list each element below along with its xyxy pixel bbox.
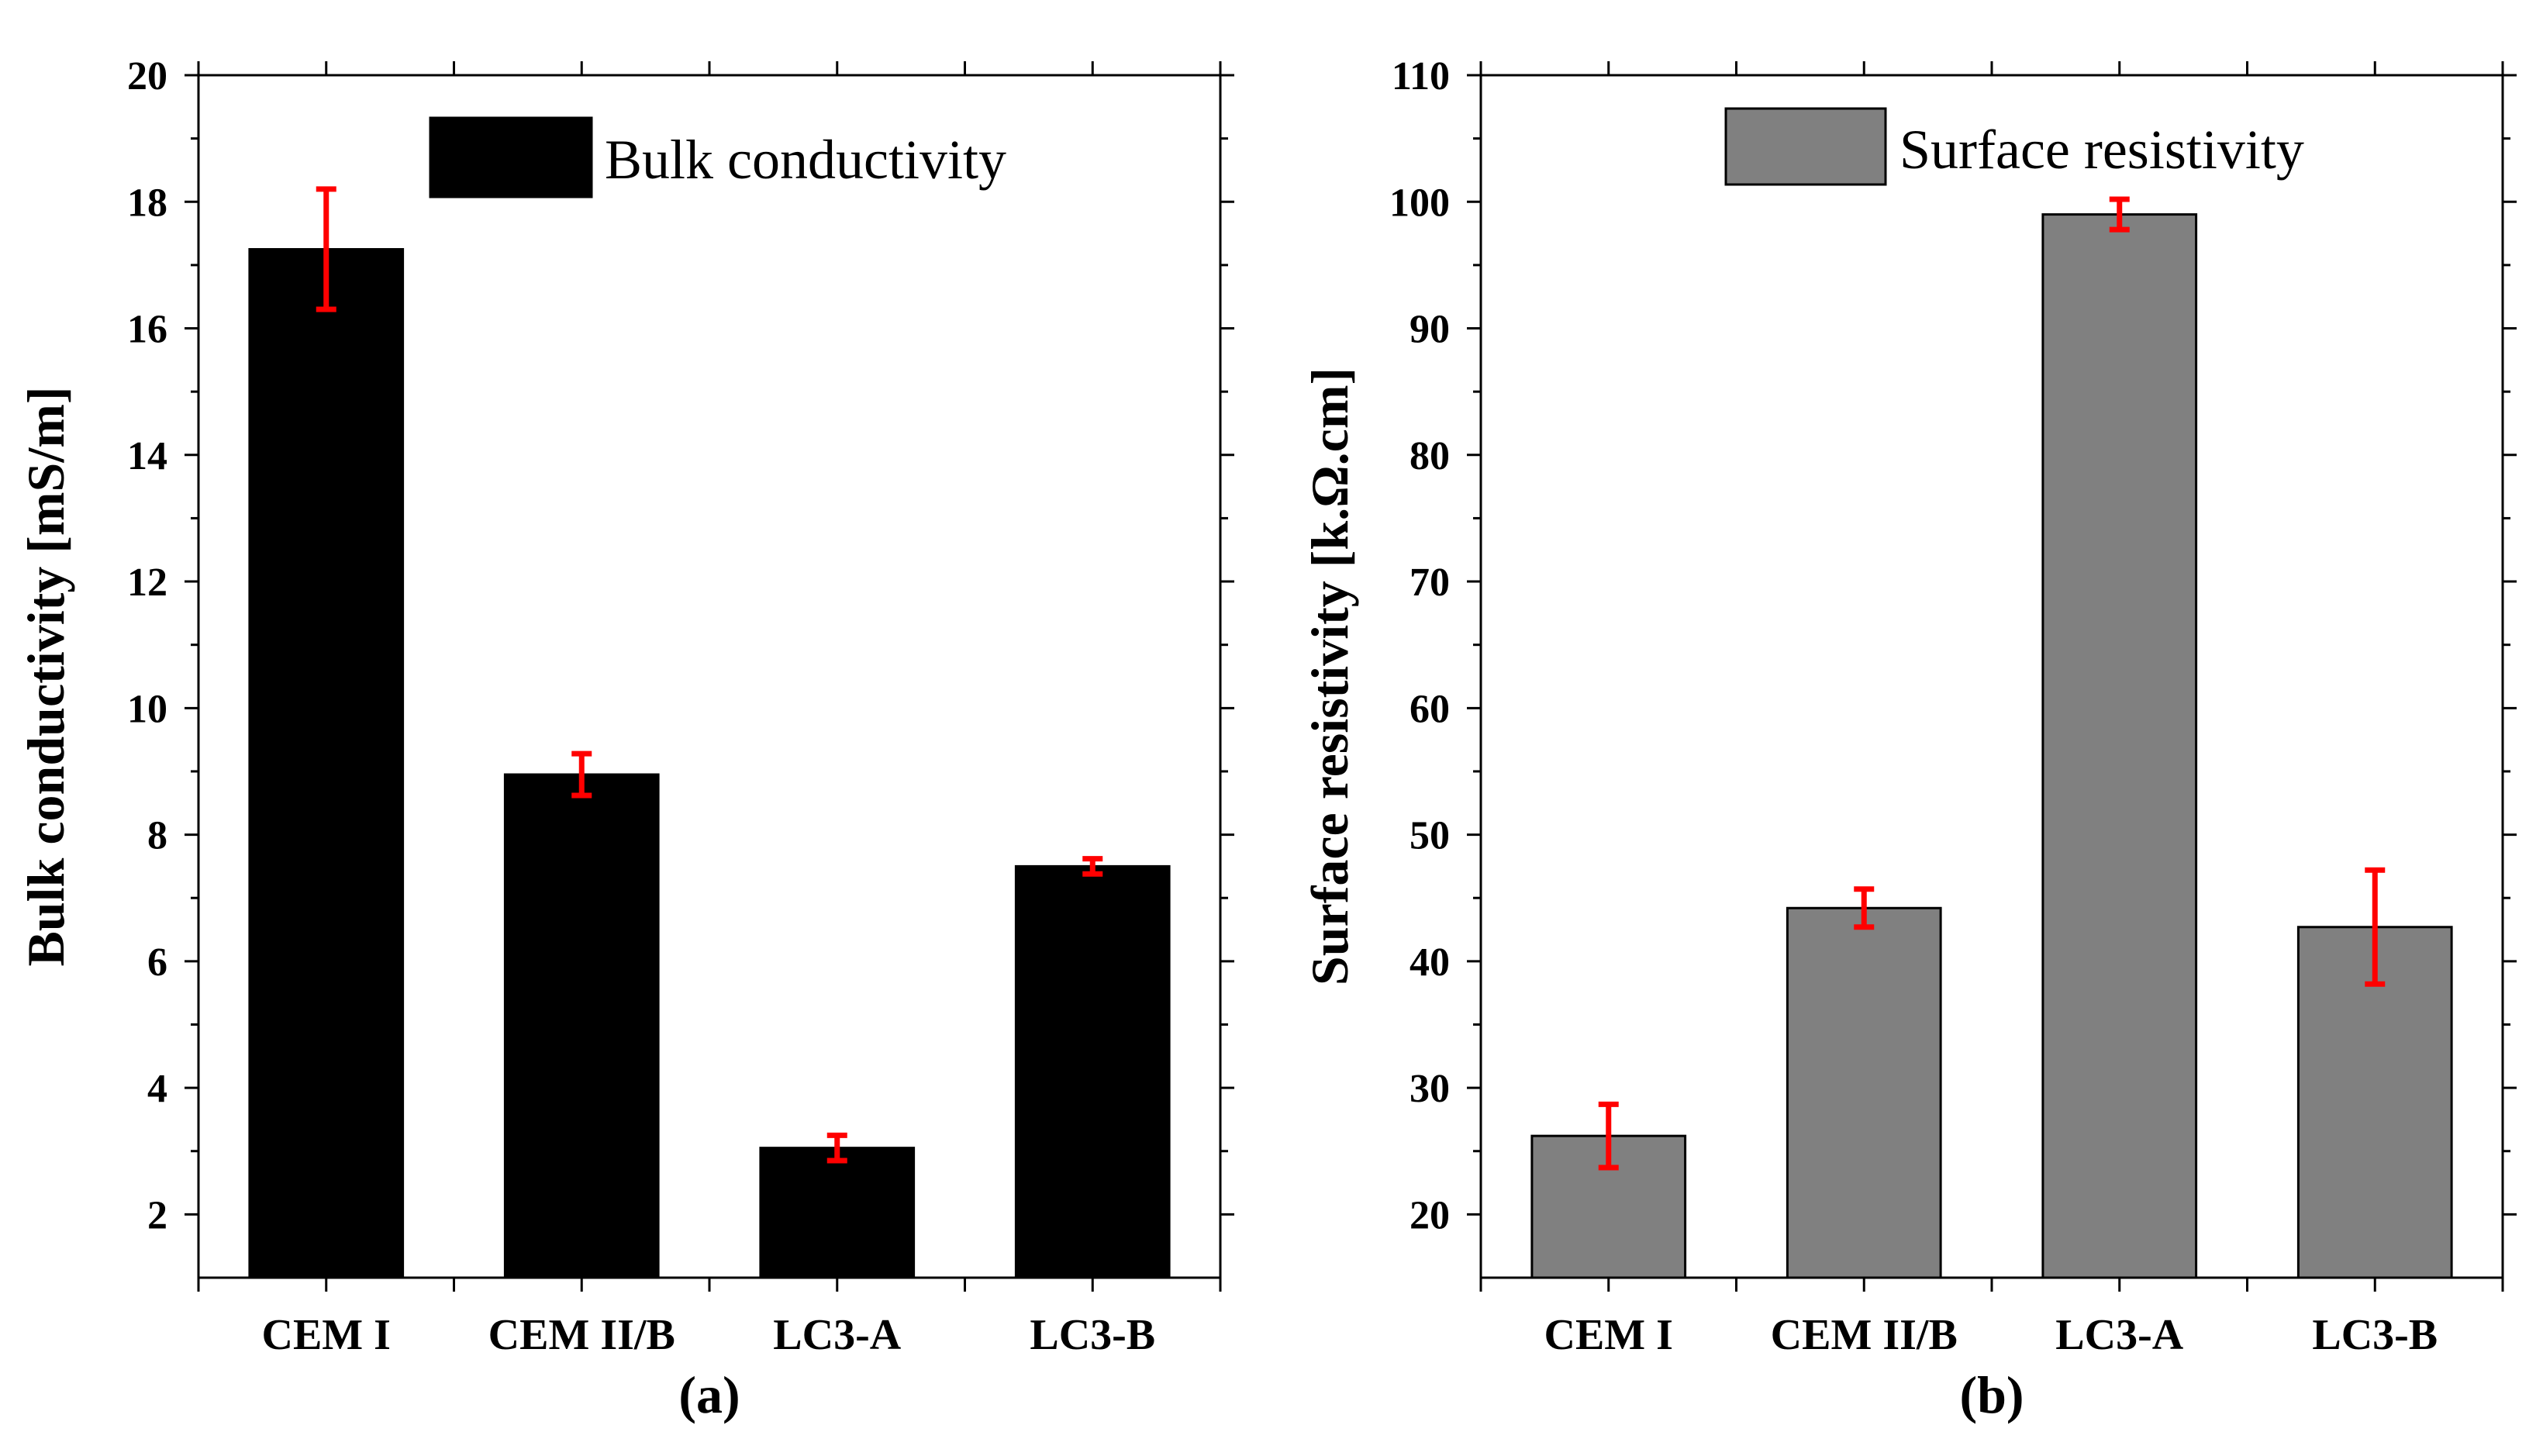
- panel-label: (a): [678, 1365, 740, 1424]
- x-tick-label: LC3-B: [1030, 1311, 1155, 1359]
- y-tick-label: 16: [127, 308, 167, 352]
- y-tick-label: 30: [1410, 1067, 1450, 1111]
- plot-frame: [1479, 74, 2504, 1279]
- bar-cem-i: [248, 247, 405, 1279]
- y-tick-label: 90: [1410, 308, 1450, 352]
- y-tick-label: 20: [1410, 1193, 1450, 1237]
- x-tick-label: CEM II/B: [1771, 1311, 1958, 1359]
- bar-lc3-b: [1014, 864, 1171, 1279]
- y-tick-label: 60: [1410, 687, 1450, 731]
- x-tick-label: LC3-A: [773, 1311, 901, 1359]
- plot-frame: [197, 74, 1222, 1279]
- y-tick-label: 50: [1410, 814, 1450, 858]
- y-axis-title: Bulk conductivity [mS/m]: [16, 386, 75, 966]
- y-tick-label: 4: [147, 1067, 167, 1111]
- panel-a-bulk-conductivity: CEM I CEM II/B LC3-A LC3-B 2 4 6 8 10 12 14 16 18 20 B…: [16, 54, 1234, 1424]
- y-tick-label: 70: [1410, 561, 1450, 605]
- y-tick-label: 6: [147, 940, 167, 985]
- y-tick-label: 12: [127, 561, 167, 605]
- bar-cem-ii-b: [503, 773, 660, 1279]
- x-tick-label: CEM I: [262, 1311, 391, 1359]
- y-tick-label: 20: [127, 54, 167, 98]
- y-tick-label: 80: [1410, 434, 1450, 478]
- legend-label: Surface resistivity: [1899, 119, 2304, 181]
- bar-cem-i: [1530, 1134, 1687, 1279]
- y-tick-label: 40: [1410, 940, 1450, 985]
- legend-swatch: [429, 116, 593, 198]
- panel-label: (b): [1959, 1365, 2024, 1424]
- x-tick-label: LC3-A: [2055, 1311, 2183, 1359]
- bar-cem-ii-b: [1786, 906, 1942, 1279]
- y-tick-label: 110: [1392, 54, 1450, 98]
- bar-lc3-a: [2041, 213, 2198, 1279]
- x-tick-label: CEM II/B: [488, 1311, 675, 1359]
- panel-b-surface-resistivity: CEM I CEM II/B LC3-A LC3-B 20 30 40 50 60 70 80 90 1…: [1300, 54, 2517, 1424]
- legend-label: Bulk conductivity: [605, 129, 1006, 191]
- y-tick-label: 14: [127, 434, 167, 478]
- y-axis-title: Surface resistivity [k.Ω.cm]: [1300, 367, 1359, 985]
- x-tick-label: LC3-B: [2312, 1311, 2438, 1359]
- y-tick-label: 18: [127, 181, 167, 225]
- y-tick-label: 2: [147, 1193, 167, 1237]
- legend-swatch: [1724, 107, 1887, 186]
- y-tick-label: 100: [1389, 181, 1450, 225]
- y-tick-label: 10: [127, 687, 167, 731]
- bar-lc3-a: [759, 1147, 916, 1279]
- y-tick-label: 8: [147, 814, 167, 858]
- x-tick-label: CEM I: [1544, 1311, 1673, 1359]
